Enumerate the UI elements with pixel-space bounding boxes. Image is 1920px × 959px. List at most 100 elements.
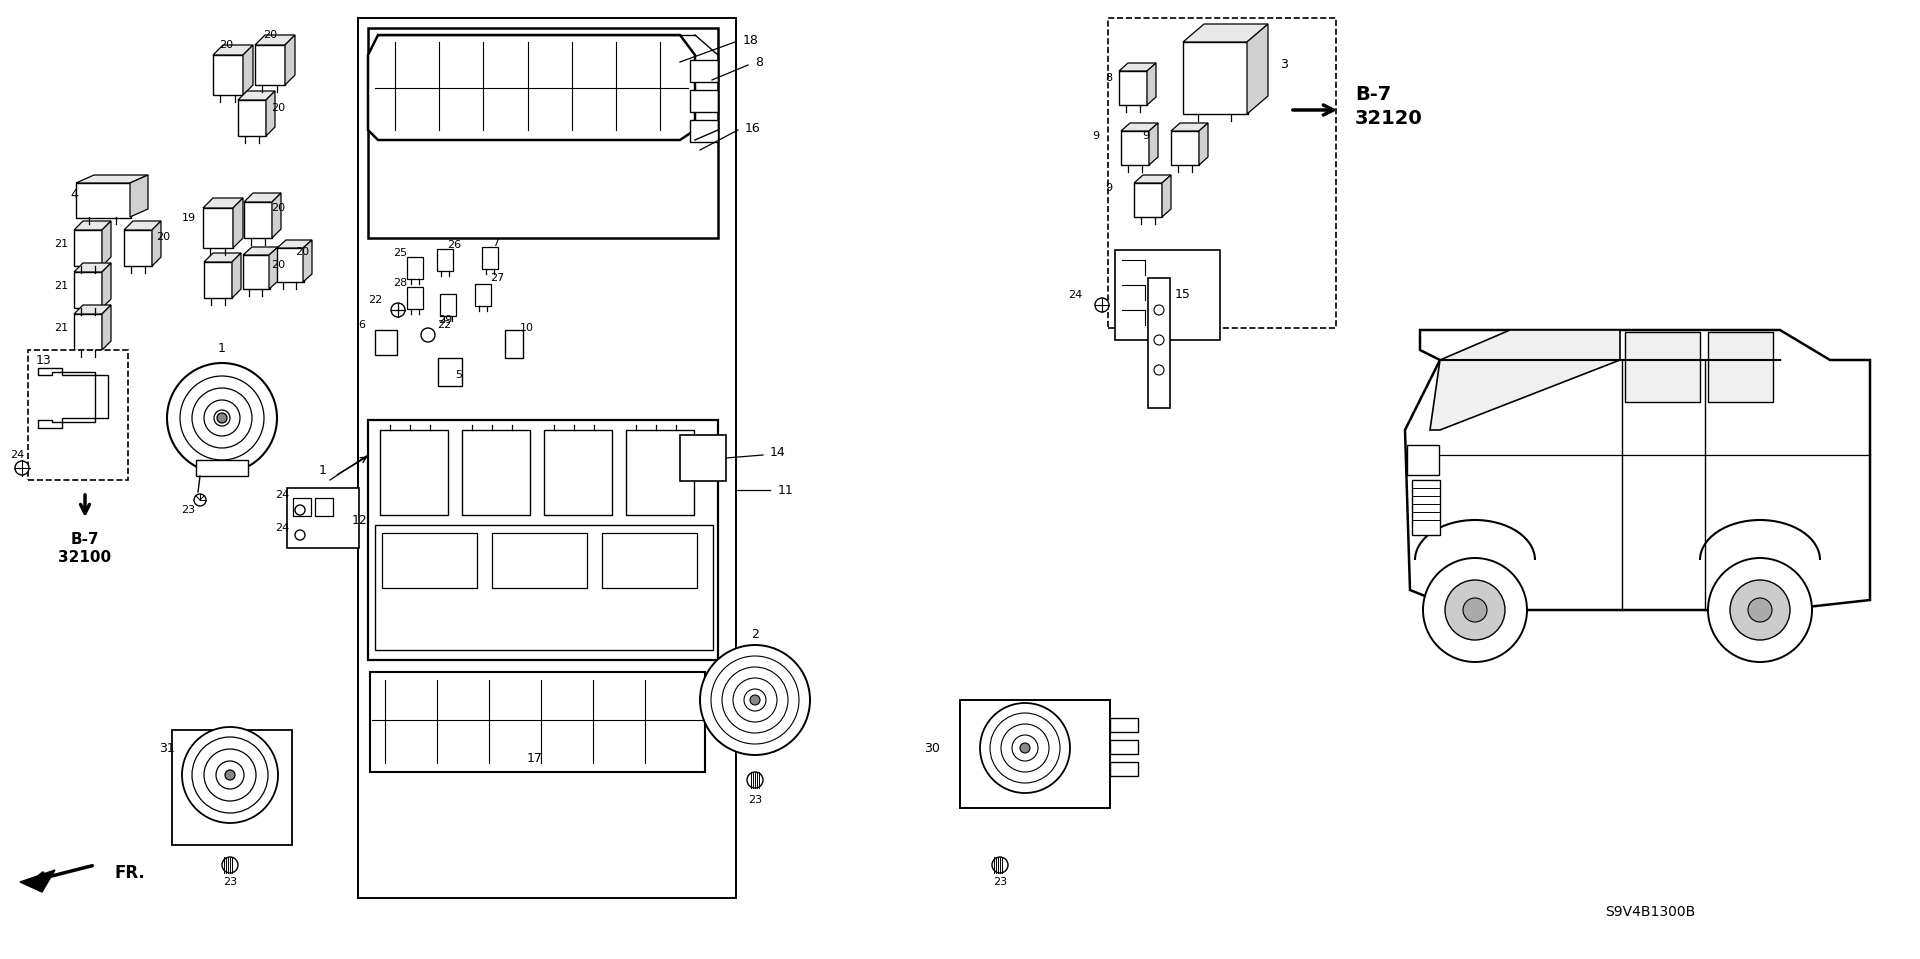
Polygon shape [1162,175,1171,217]
Bar [77,183,131,218]
Text: 2: 2 [751,628,758,642]
Circle shape [182,727,278,823]
Polygon shape [269,247,278,289]
Circle shape [204,749,255,801]
Circle shape [1020,743,1029,753]
Bar [626,430,693,515]
Bar [474,284,492,306]
Text: 23: 23 [993,877,1008,887]
Polygon shape [204,253,242,262]
Text: 8: 8 [1104,73,1112,83]
Bar [294,498,311,516]
Polygon shape [75,305,111,314]
Text: 10: 10 [520,323,534,333]
Polygon shape [267,91,275,136]
Circle shape [1012,735,1039,761]
Bar [244,202,273,238]
Polygon shape [204,198,244,208]
Circle shape [225,770,234,780]
Text: 30: 30 [924,741,941,755]
Polygon shape [244,193,280,202]
Circle shape [392,303,405,317]
Text: 9: 9 [1092,131,1098,141]
Polygon shape [1148,123,1158,165]
Circle shape [296,505,305,515]
Text: 16: 16 [745,122,760,134]
Text: 26: 26 [447,240,461,250]
Circle shape [1423,558,1526,662]
Text: 23: 23 [749,795,762,805]
Text: 20: 20 [296,247,309,257]
Circle shape [213,410,230,426]
Bar [1108,18,1336,328]
Text: 9: 9 [1104,183,1112,193]
Text: 4: 4 [71,189,79,201]
Text: 13: 13 [36,354,52,366]
Bar [505,330,522,358]
Bar [1135,183,1162,217]
Text: 25: 25 [394,248,407,258]
Polygon shape [255,35,296,45]
Text: 27: 27 [490,273,505,283]
Circle shape [217,413,227,423]
Bar [173,730,292,845]
Text: 11: 11 [778,483,793,497]
Bar [407,287,422,309]
Circle shape [751,695,760,705]
Circle shape [1747,598,1772,622]
Circle shape [420,328,436,342]
Text: 3: 3 [1281,58,1288,72]
Text: 20: 20 [156,232,171,242]
Polygon shape [1146,63,1156,105]
Polygon shape [273,193,280,238]
Text: 32100: 32100 [58,550,111,566]
Circle shape [979,703,1069,793]
Polygon shape [284,35,296,85]
Text: 1: 1 [219,341,227,355]
Bar [276,248,303,282]
Bar [543,430,612,515]
Bar [960,700,1110,808]
Text: 24: 24 [275,490,290,500]
Bar [244,255,271,289]
Bar [407,257,422,279]
Bar [204,208,232,248]
Circle shape [1154,335,1164,345]
Text: S9V4B1300B: S9V4B1300B [1605,905,1695,919]
Text: 14: 14 [770,447,785,459]
Text: 9: 9 [1142,131,1148,141]
Polygon shape [102,221,111,266]
Text: 32120: 32120 [1356,108,1423,128]
Circle shape [1000,724,1048,772]
Polygon shape [131,175,148,217]
Text: 21: 21 [54,281,67,291]
Bar [204,262,232,298]
Text: 24: 24 [10,450,25,460]
Bar [1110,740,1139,754]
Bar [1407,445,1438,475]
Bar [125,230,152,266]
Bar [1148,278,1169,408]
Text: 1: 1 [319,463,326,477]
Text: 24: 24 [275,523,290,533]
Text: 20: 20 [271,260,284,270]
Text: 7: 7 [492,238,499,248]
Circle shape [701,645,810,755]
Text: 24: 24 [1068,290,1083,300]
Bar [286,488,359,548]
Bar [374,525,712,650]
Bar [689,120,718,142]
Text: FR.: FR. [115,864,146,882]
Circle shape [192,737,269,813]
Circle shape [296,530,305,540]
Text: 20: 20 [271,203,284,213]
Text: 22: 22 [369,295,382,305]
Polygon shape [276,240,311,248]
Circle shape [745,689,766,711]
Bar [440,294,457,316]
Bar [357,18,735,898]
Text: 31: 31 [159,741,175,755]
Bar [315,498,332,516]
Text: 22: 22 [438,320,451,330]
Text: 17: 17 [528,752,543,764]
